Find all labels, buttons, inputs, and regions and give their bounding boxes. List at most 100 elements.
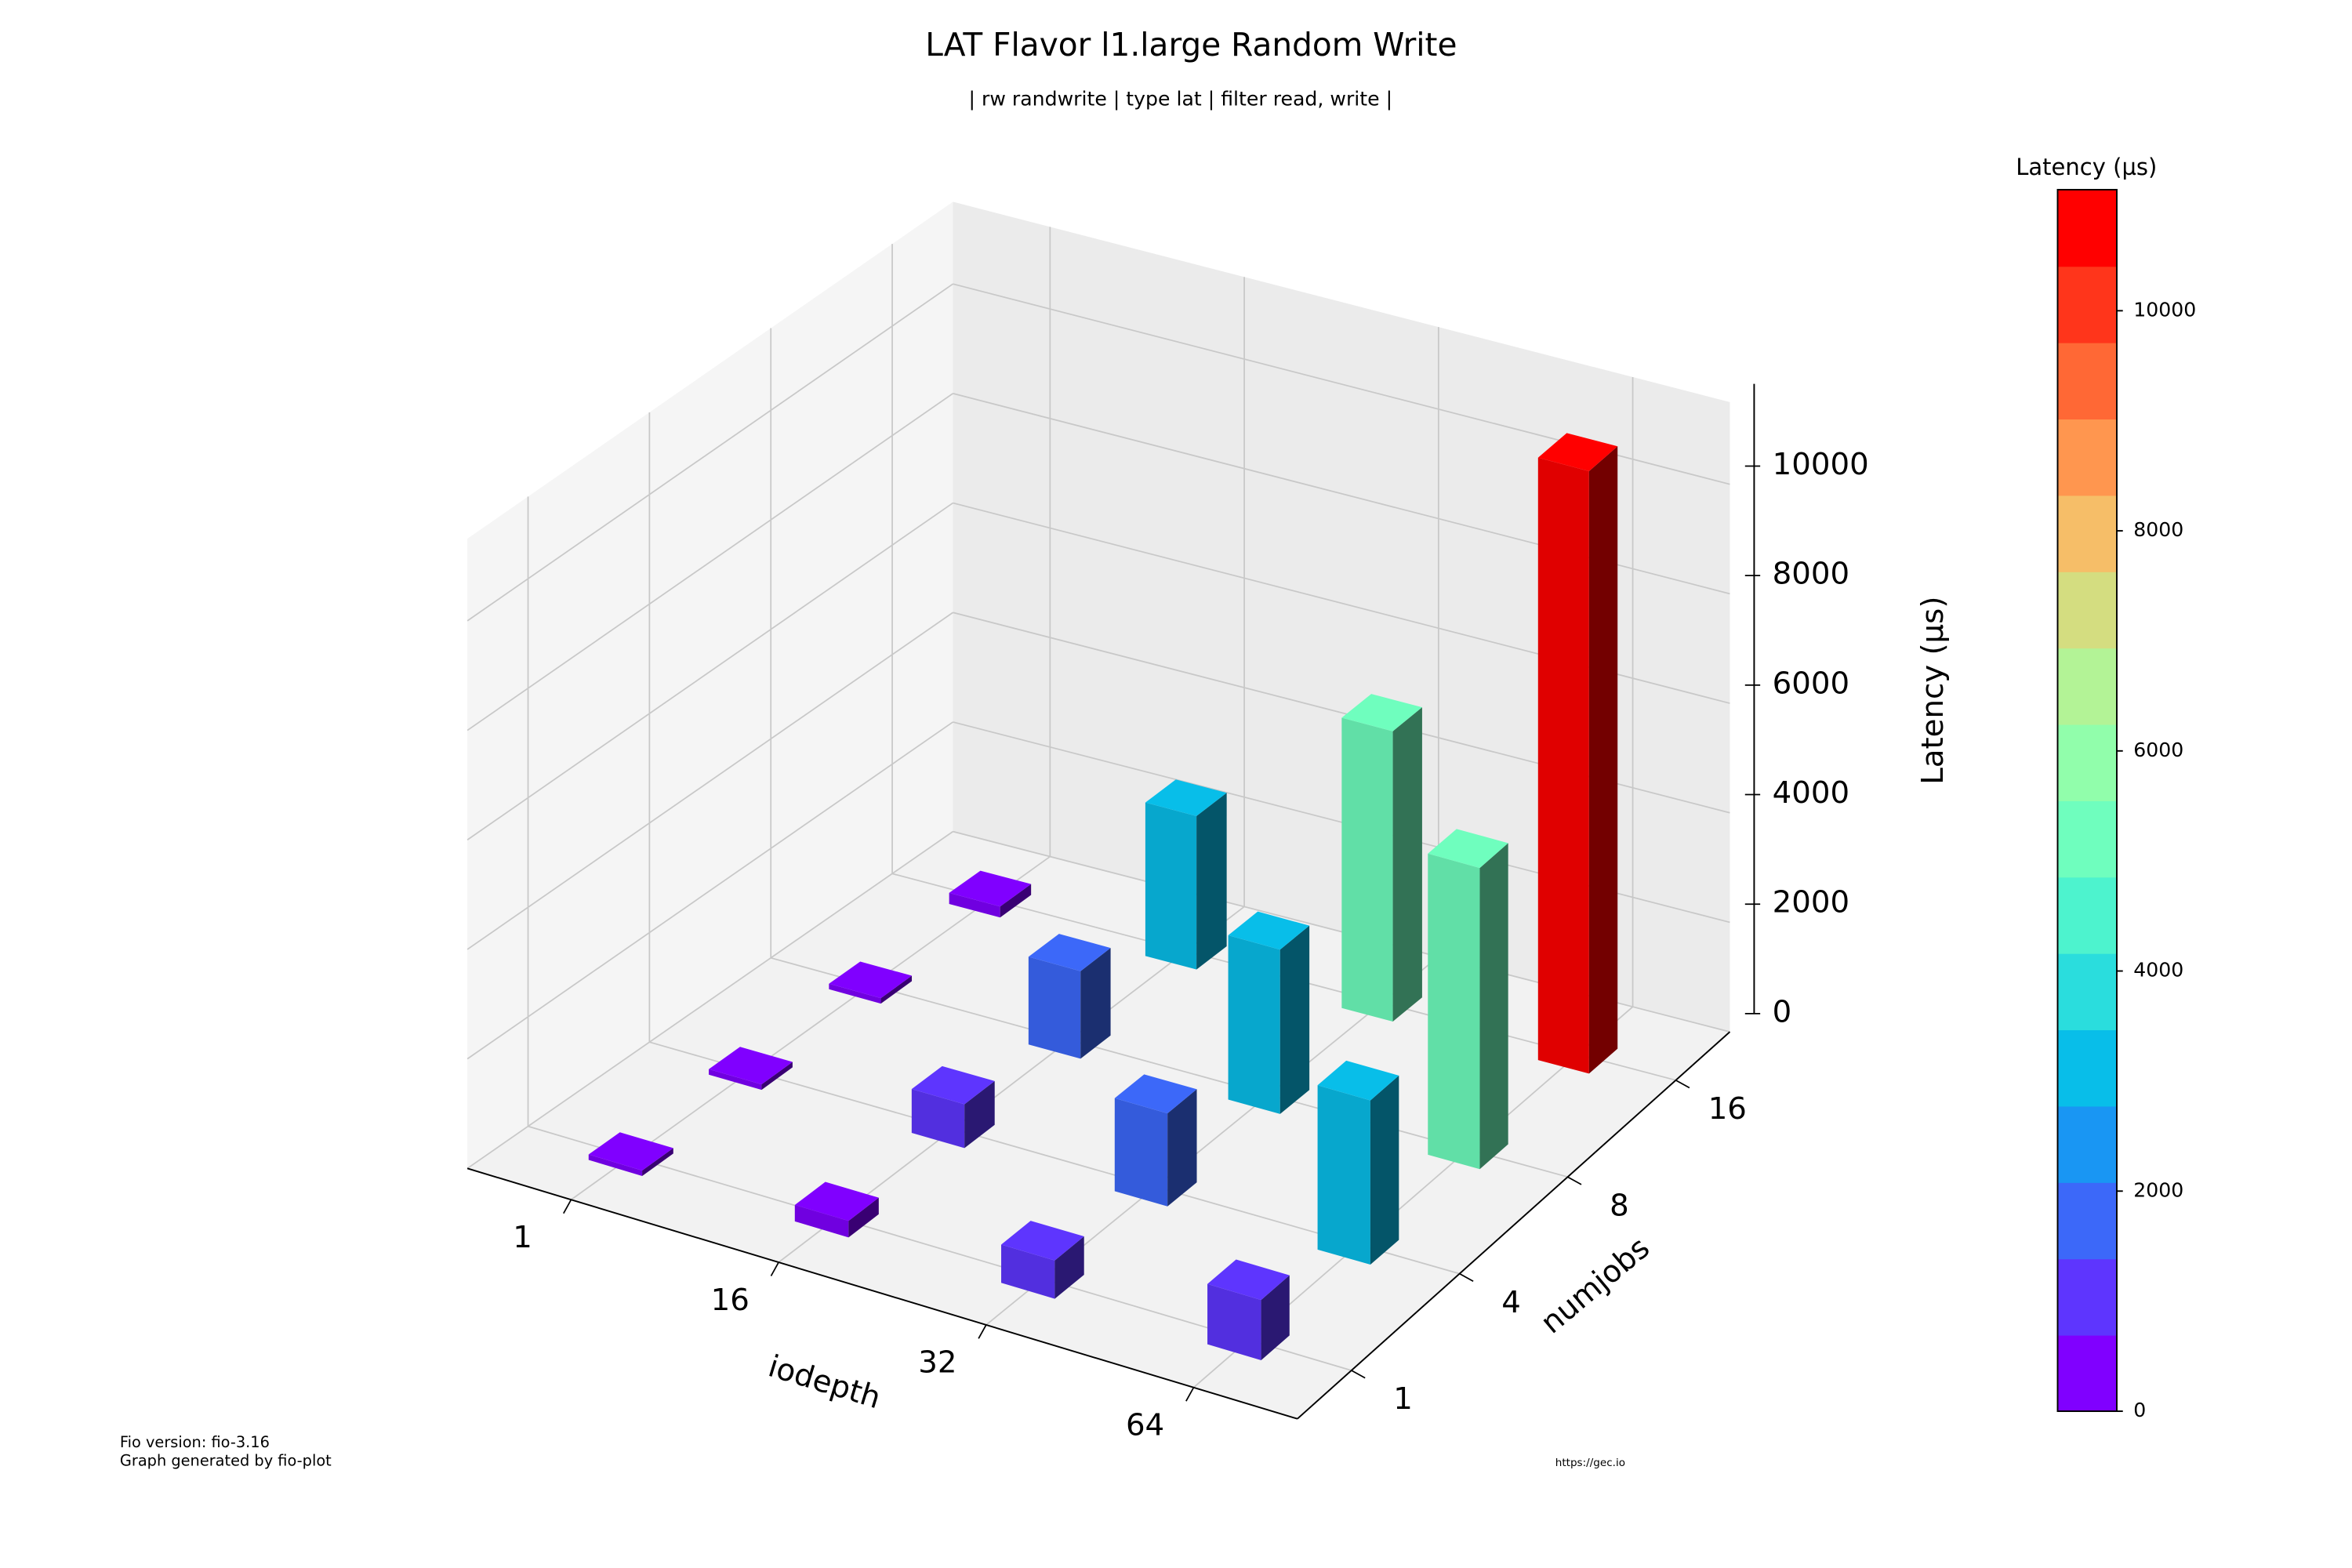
colorbar-level	[2057, 877, 2117, 954]
z-tick-label: 8000	[1773, 557, 1849, 592]
colorbar-level	[2057, 342, 2117, 420]
x-tick	[978, 1324, 987, 1339]
bar-top	[1537, 433, 1618, 471]
bar-front	[1428, 853, 1480, 1170]
bar-top	[1001, 1221, 1084, 1261]
bar-top	[1341, 694, 1422, 731]
bar-side	[1392, 707, 1422, 1022]
bar-top	[911, 1065, 995, 1105]
x-tick	[1185, 1387, 1195, 1402]
z-tick-label: 2000	[1773, 885, 1849, 920]
bar	[1228, 911, 1310, 1114]
bar	[1428, 829, 1508, 1170]
z-axis-label: Latency (µs)	[1915, 597, 1951, 785]
bar-top	[1114, 1074, 1197, 1114]
x-axis	[466, 1167, 1298, 1420]
colorbar-level	[2057, 189, 2117, 267]
bar-top	[1207, 1259, 1290, 1301]
chart-subtitle: | rw randwrite | type lat | filter read,…	[969, 88, 1393, 111]
colorbar-level	[2057, 648, 2117, 725]
x-tick	[770, 1261, 779, 1276]
colorbar-level	[2057, 953, 2117, 1031]
bar-side	[1196, 793, 1227, 970]
bar-side	[1279, 925, 1310, 1114]
bar-top	[949, 870, 1032, 907]
bar-side	[848, 1197, 879, 1238]
colorbar-level	[2057, 1181, 2117, 1260]
colorbar-level	[2057, 1105, 2117, 1183]
bar-front	[1028, 956, 1081, 1059]
bar	[1207, 1259, 1290, 1360]
x-tick-label: 16	[711, 1283, 750, 1318]
y-axis	[1297, 1031, 1731, 1420]
bar-top	[1428, 829, 1508, 869]
bar-side	[880, 975, 913, 1004]
bar	[1001, 1221, 1084, 1299]
grid-line	[466, 612, 953, 950]
colorbar-level	[2057, 1258, 2117, 1336]
y-tick-label: 16	[1708, 1091, 1747, 1127]
bar-top	[1228, 911, 1310, 950]
colorbar-level	[2057, 571, 2117, 649]
colorbar-level	[2057, 1334, 2117, 1412]
bar-front	[588, 1154, 643, 1177]
chart-title: LAT Flavor l1.large Random Write	[925, 26, 1457, 64]
grid-line	[466, 283, 953, 622]
z-tick-label: 0	[1773, 994, 1792, 1029]
bar-front	[1145, 802, 1197, 970]
bar-top	[1317, 1060, 1399, 1101]
colorbar-tick-label: 10000	[2133, 298, 2196, 321]
y-tick	[1459, 1272, 1474, 1283]
bar-front	[1001, 1244, 1055, 1299]
colorbar-label: Latency (µs)	[2016, 154, 2157, 180]
colorbar-tick-label: 8000	[2133, 518, 2183, 541]
bar	[1028, 934, 1111, 1059]
colorbar-level	[2057, 800, 2117, 878]
bar-front	[1317, 1085, 1370, 1265]
bar-front	[1537, 457, 1589, 1074]
bar-top	[794, 1181, 879, 1221]
x-tick-label: 64	[1126, 1408, 1164, 1443]
bar-top	[709, 1047, 793, 1085]
x-tick-label: 1	[513, 1220, 532, 1255]
colorbar-frame	[2056, 188, 2118, 1412]
bar-side	[1588, 446, 1618, 1074]
footer-link: https://gec.io	[1555, 1457, 1625, 1469]
x-tick-label: 32	[918, 1345, 956, 1381]
bar-top	[1145, 779, 1227, 816]
bar-top	[1028, 934, 1111, 971]
bar-side	[964, 1080, 995, 1149]
y-tick	[1675, 1080, 1690, 1089]
bar-front	[1341, 717, 1393, 1022]
bar	[709, 1047, 793, 1091]
z-tick-label: 4000	[1773, 775, 1849, 811]
bar-front	[1228, 935, 1280, 1114]
bar	[949, 870, 1032, 918]
y-tick	[1351, 1370, 1366, 1379]
colorbar-level	[2057, 724, 2117, 801]
footer-text: Graph generated by fio-plot	[120, 1451, 332, 1469]
bar	[588, 1132, 673, 1177]
left-pane	[467, 201, 953, 1169]
bar-front	[794, 1204, 849, 1238]
bar-front	[829, 983, 881, 1004]
bar-side	[1261, 1275, 1290, 1360]
bar-side	[1370, 1075, 1399, 1265]
bar-side	[761, 1062, 793, 1091]
bar-top	[829, 961, 913, 999]
bar	[911, 1065, 995, 1149]
x-axis-label: iodepth	[764, 1348, 885, 1416]
y-tick-label: 1	[1393, 1381, 1413, 1417]
colorbar-tick-label: 4000	[2133, 959, 2183, 982]
bar	[1537, 433, 1618, 1074]
bar-side	[642, 1148, 673, 1177]
colorbar-level	[2057, 419, 2117, 496]
colorbar-level	[2057, 495, 2117, 572]
y-tick	[1567, 1176, 1582, 1185]
bar-front	[1114, 1098, 1168, 1207]
bar-side	[1479, 843, 1508, 1170]
colorbar-tick-label: 0	[2133, 1399, 2146, 1421]
bar	[829, 961, 913, 1004]
bar-side	[1054, 1236, 1084, 1299]
